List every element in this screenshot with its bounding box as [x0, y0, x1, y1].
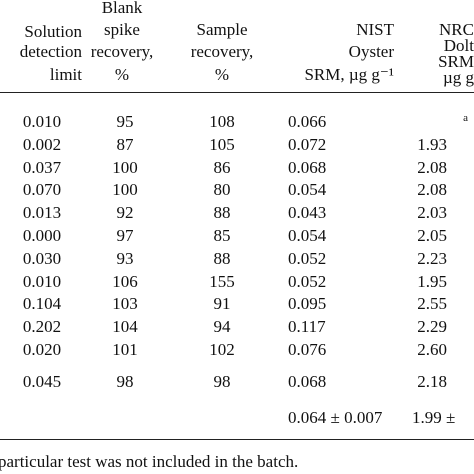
table-cell: 106 — [112, 271, 138, 291]
column-header: spike — [104, 20, 140, 39]
table-cell: 0.052 — [288, 271, 327, 291]
column-header: SRM, µg g⁻¹ — [304, 65, 394, 84]
column-header: detection — [19, 42, 82, 61]
table-cell: 88 — [213, 203, 231, 223]
column-header: SRM — [438, 52, 474, 71]
column-header: recovery, — [190, 42, 254, 61]
table-cell: 0.117 — [288, 317, 326, 337]
table-cell: 0.020 — [22, 340, 62, 359]
table-cell: 0.054 — [288, 226, 327, 245]
table-cell: 0.202 — [22, 317, 62, 337]
table-cell: 0.076 — [288, 340, 327, 359]
column-header: NRC — [439, 20, 474, 39]
table-cell: 155 — [209, 271, 235, 291]
table-cell: 2.60 — [417, 340, 447, 359]
table-cell: 93 — [116, 248, 134, 268]
table-cell: 0.068 — [288, 157, 327, 177]
table-cell: 1.99 ± — [412, 408, 456, 427]
table-cell: 88 — [213, 248, 231, 268]
table-cell: 0.070 — [22, 180, 62, 200]
table-cell: 91 — [213, 294, 231, 314]
table-cell: 0.010 — [22, 271, 62, 291]
table-cell: 80 — [213, 180, 231, 200]
table-cell: 97 — [116, 226, 134, 245]
table-cell: 87 — [116, 134, 134, 154]
table-cell: 103 — [112, 294, 138, 314]
table-cell: 0.013 — [22, 203, 62, 223]
table-cell: 101 — [112, 340, 138, 359]
column-header: NIST — [356, 20, 394, 39]
table-cell: 104 — [112, 317, 138, 337]
table-cell: 2.55 — [417, 294, 447, 314]
table-cell: 98 — [116, 371, 134, 391]
table-cell: 0.043 — [288, 203, 327, 223]
table-cell: a — [463, 112, 468, 124]
table-cell: 0.054 — [288, 180, 327, 200]
table-cell: 92 — [116, 203, 134, 223]
table-cell: 2.03 — [417, 203, 447, 223]
column-header: Oyster — [348, 42, 394, 61]
table-cell: 0.066 — [288, 112, 327, 131]
table-cell: 102 — [209, 340, 235, 359]
table-cell: 108 — [209, 112, 235, 131]
table-cell: 1.93 — [417, 134, 447, 154]
column-header: Dolt — [443, 36, 474, 55]
table-cell: 98 — [213, 371, 231, 391]
table-cell: 0.068 — [288, 371, 327, 391]
table-cell: 105 — [209, 134, 235, 154]
table-cell: 0.010 — [22, 112, 62, 131]
table-cell: 0.045 — [22, 371, 62, 391]
table-cell: 94 — [213, 317, 231, 337]
table-cell: 2.18 — [417, 371, 447, 391]
table-cell: 2.08 — [417, 180, 447, 200]
column-header: % — [214, 65, 230, 84]
table-cell: 85 — [213, 226, 231, 245]
table-cell: 0.104 — [22, 294, 62, 314]
table-cell: 2.23 — [417, 248, 447, 268]
table-cell: 100 — [112, 180, 138, 200]
header-rule — [0, 92, 474, 93]
table-cell: 95 — [116, 112, 134, 131]
column-header: µg g — [442, 68, 474, 87]
column-header: Sample — [196, 20, 248, 39]
table-cell: 86 — [213, 157, 231, 177]
footnote: particular test was not included in the … — [0, 452, 299, 471]
table-cell: 0.030 — [22, 248, 62, 268]
table-cell: 0.052 — [288, 248, 327, 268]
column-header: % — [114, 65, 130, 84]
column-header: recovery, — [90, 42, 154, 61]
table-cell: 0.064 ± 0.007 — [288, 408, 383, 427]
table-cell: 2.05 — [417, 226, 447, 245]
table-cell: 0.072 — [288, 134, 327, 154]
table-cell: 100 — [112, 157, 138, 177]
table-cell: 0.037 — [22, 157, 62, 177]
table-cell: 2.08 — [417, 157, 447, 177]
column-header: Solution — [24, 22, 82, 41]
column-header: limit — [49, 65, 82, 84]
table-cell: 0.002 — [22, 134, 62, 154]
table-cell: 1.95 — [417, 271, 447, 291]
table-cell: 2.29 — [417, 317, 447, 337]
bottom-rule — [0, 439, 474, 440]
table-cell: 0.000 — [22, 226, 62, 245]
table-cell: 0.095 — [288, 294, 327, 314]
column-header: Blank — [101, 0, 143, 17]
